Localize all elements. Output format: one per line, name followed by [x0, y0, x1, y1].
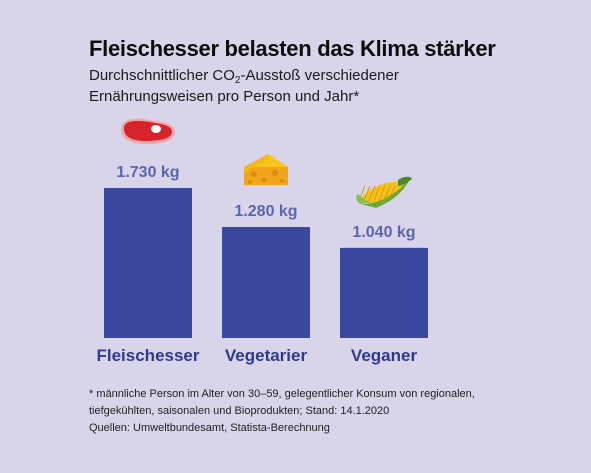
source-line: Quellen: Umweltbundesamt, Statista-Berec… — [89, 422, 330, 434]
bar — [104, 188, 192, 338]
bar-value-label: 1.730 kg — [116, 164, 179, 181]
subtitle-subscript: 2 — [234, 75, 241, 86]
bar — [340, 247, 428, 338]
subtitle-text-cont: -Ausstoß verschiedener — [240, 67, 399, 84]
subtitle-text: Durchschnittlicher CO — [89, 67, 235, 84]
footnote-line: tiefgekühlten, saisonalen und Bioprodukt… — [89, 405, 390, 417]
category-label: Veganer — [351, 346, 418, 365]
chart-title: Fleischesser belasten das Klima stärker — [89, 36, 496, 61]
bar-value-label: 1.280 kg — [234, 203, 297, 220]
cheese-icon — [244, 154, 288, 186]
category-label: Vegetarier — [225, 346, 308, 365]
bar — [222, 227, 310, 338]
steak-icon — [120, 118, 175, 145]
chart-subtitle: Durchschnittlicher CO2-Ausstoß verschied… — [89, 65, 509, 107]
subtitle-line2: Ernährungsweisen pro Person und Jahr* — [89, 88, 360, 105]
category-label: Fleischesser — [96, 346, 199, 365]
footnote: * männliche Person im Alter von 30–59, g… — [89, 386, 529, 437]
bar-value-label: 1.040 kg — [352, 224, 415, 241]
footnote-line: * männliche Person im Alter von 30–59, g… — [89, 388, 475, 400]
corn-icon — [356, 176, 412, 208]
